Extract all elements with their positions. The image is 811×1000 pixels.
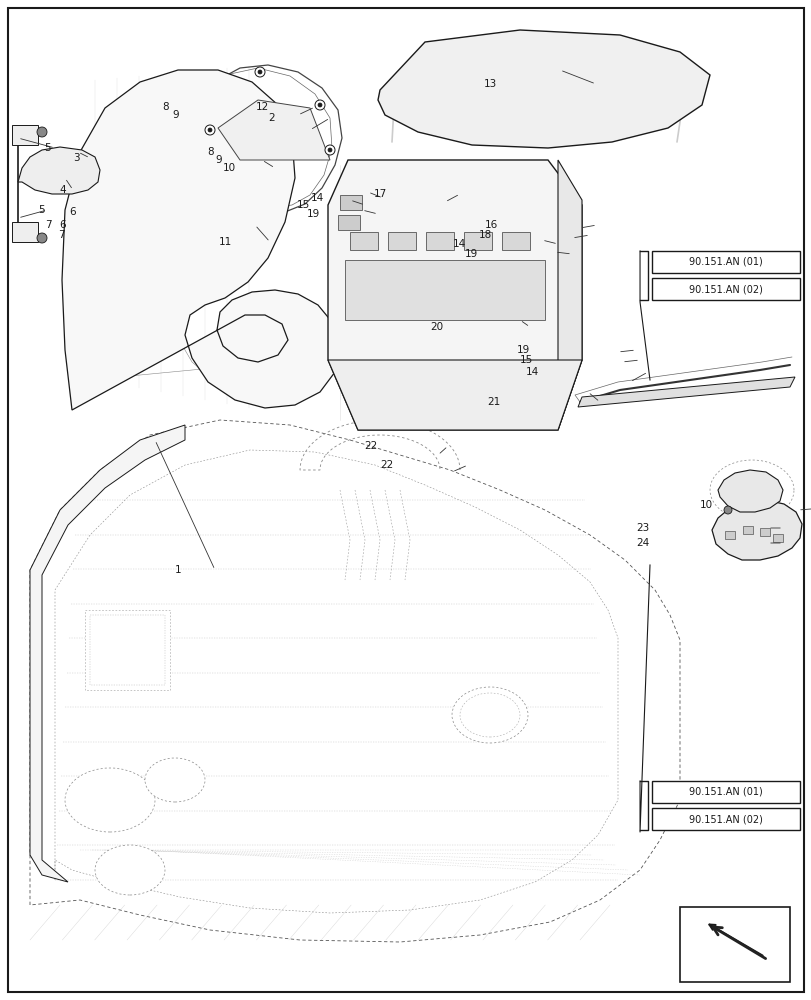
Text: 15: 15 [519, 355, 532, 365]
Text: 21: 21 [487, 397, 500, 407]
Polygon shape [388, 232, 415, 250]
Text: 14: 14 [453, 239, 466, 249]
Ellipse shape [328, 148, 332, 152]
Text: 4: 4 [59, 185, 66, 195]
Ellipse shape [37, 233, 47, 243]
Ellipse shape [324, 145, 335, 155]
Ellipse shape [255, 67, 264, 77]
Polygon shape [340, 195, 362, 210]
Text: 17: 17 [373, 189, 386, 199]
Text: 8: 8 [162, 102, 169, 112]
Ellipse shape [460, 693, 519, 737]
Ellipse shape [723, 506, 731, 514]
Text: 23: 23 [635, 523, 648, 533]
Text: 3: 3 [73, 153, 79, 163]
Polygon shape [577, 377, 794, 407]
Polygon shape [55, 450, 617, 913]
Text: 90.151.AN (02): 90.151.AN (02) [689, 284, 762, 294]
FancyBboxPatch shape [651, 278, 799, 300]
Text: 1: 1 [174, 565, 181, 575]
Text: 14: 14 [311, 193, 324, 203]
Polygon shape [12, 222, 38, 242]
Ellipse shape [208, 128, 212, 132]
Text: 9: 9 [215, 155, 221, 165]
Polygon shape [501, 232, 530, 250]
Ellipse shape [258, 70, 262, 74]
Polygon shape [772, 534, 782, 542]
Text: 5: 5 [45, 143, 51, 153]
Text: 22: 22 [363, 441, 376, 451]
Text: 12: 12 [255, 102, 268, 112]
Text: 19: 19 [516, 345, 529, 355]
Polygon shape [724, 531, 734, 539]
Polygon shape [328, 360, 581, 430]
Text: 10: 10 [223, 163, 236, 173]
Polygon shape [350, 232, 378, 250]
Text: 11: 11 [219, 237, 232, 247]
Polygon shape [18, 147, 100, 194]
Text: 9: 9 [172, 110, 178, 120]
Ellipse shape [65, 768, 155, 832]
Ellipse shape [95, 845, 165, 895]
Polygon shape [711, 500, 801, 560]
Text: 2: 2 [268, 113, 274, 123]
Polygon shape [759, 528, 769, 536]
Polygon shape [345, 260, 544, 320]
Text: 13: 13 [483, 79, 496, 89]
Polygon shape [30, 425, 185, 882]
Text: 18: 18 [478, 230, 491, 240]
Text: 7: 7 [58, 230, 65, 240]
Polygon shape [337, 215, 359, 230]
Ellipse shape [37, 127, 47, 137]
FancyBboxPatch shape [651, 251, 799, 273]
Text: 90.151.AN (01): 90.151.AN (01) [689, 257, 762, 267]
Polygon shape [90, 615, 165, 685]
Bar [679, 907, 789, 982]
Polygon shape [557, 160, 581, 430]
Text: 19: 19 [464, 249, 477, 259]
Polygon shape [217, 100, 329, 160]
Text: 7: 7 [45, 220, 51, 230]
Text: 90.151.AN (02): 90.151.AN (02) [689, 814, 762, 824]
Polygon shape [12, 125, 38, 145]
Text: 24: 24 [635, 538, 648, 548]
Text: 22: 22 [380, 460, 393, 470]
Polygon shape [742, 526, 752, 534]
Ellipse shape [204, 125, 215, 135]
Polygon shape [717, 470, 782, 512]
Text: 5: 5 [38, 205, 45, 215]
Polygon shape [426, 232, 453, 250]
Text: 6: 6 [59, 220, 66, 230]
Ellipse shape [318, 103, 322, 107]
Ellipse shape [145, 758, 204, 802]
Text: 6: 6 [69, 207, 75, 217]
Polygon shape [85, 610, 169, 690]
Text: 20: 20 [430, 322, 443, 332]
Text: 15: 15 [296, 200, 309, 210]
FancyBboxPatch shape [651, 808, 799, 830]
Text: 14: 14 [526, 367, 539, 377]
Text: 19: 19 [307, 209, 320, 219]
Polygon shape [463, 232, 491, 250]
Text: 90.151.AN (01): 90.151.AN (01) [689, 787, 762, 797]
Text: 8: 8 [207, 147, 213, 157]
Text: 16: 16 [484, 220, 497, 230]
Ellipse shape [315, 100, 324, 110]
Ellipse shape [452, 687, 527, 743]
Polygon shape [62, 70, 337, 410]
Polygon shape [328, 160, 581, 430]
Text: 10: 10 [699, 500, 712, 510]
FancyBboxPatch shape [651, 781, 799, 803]
Polygon shape [378, 30, 709, 148]
Polygon shape [30, 420, 679, 942]
